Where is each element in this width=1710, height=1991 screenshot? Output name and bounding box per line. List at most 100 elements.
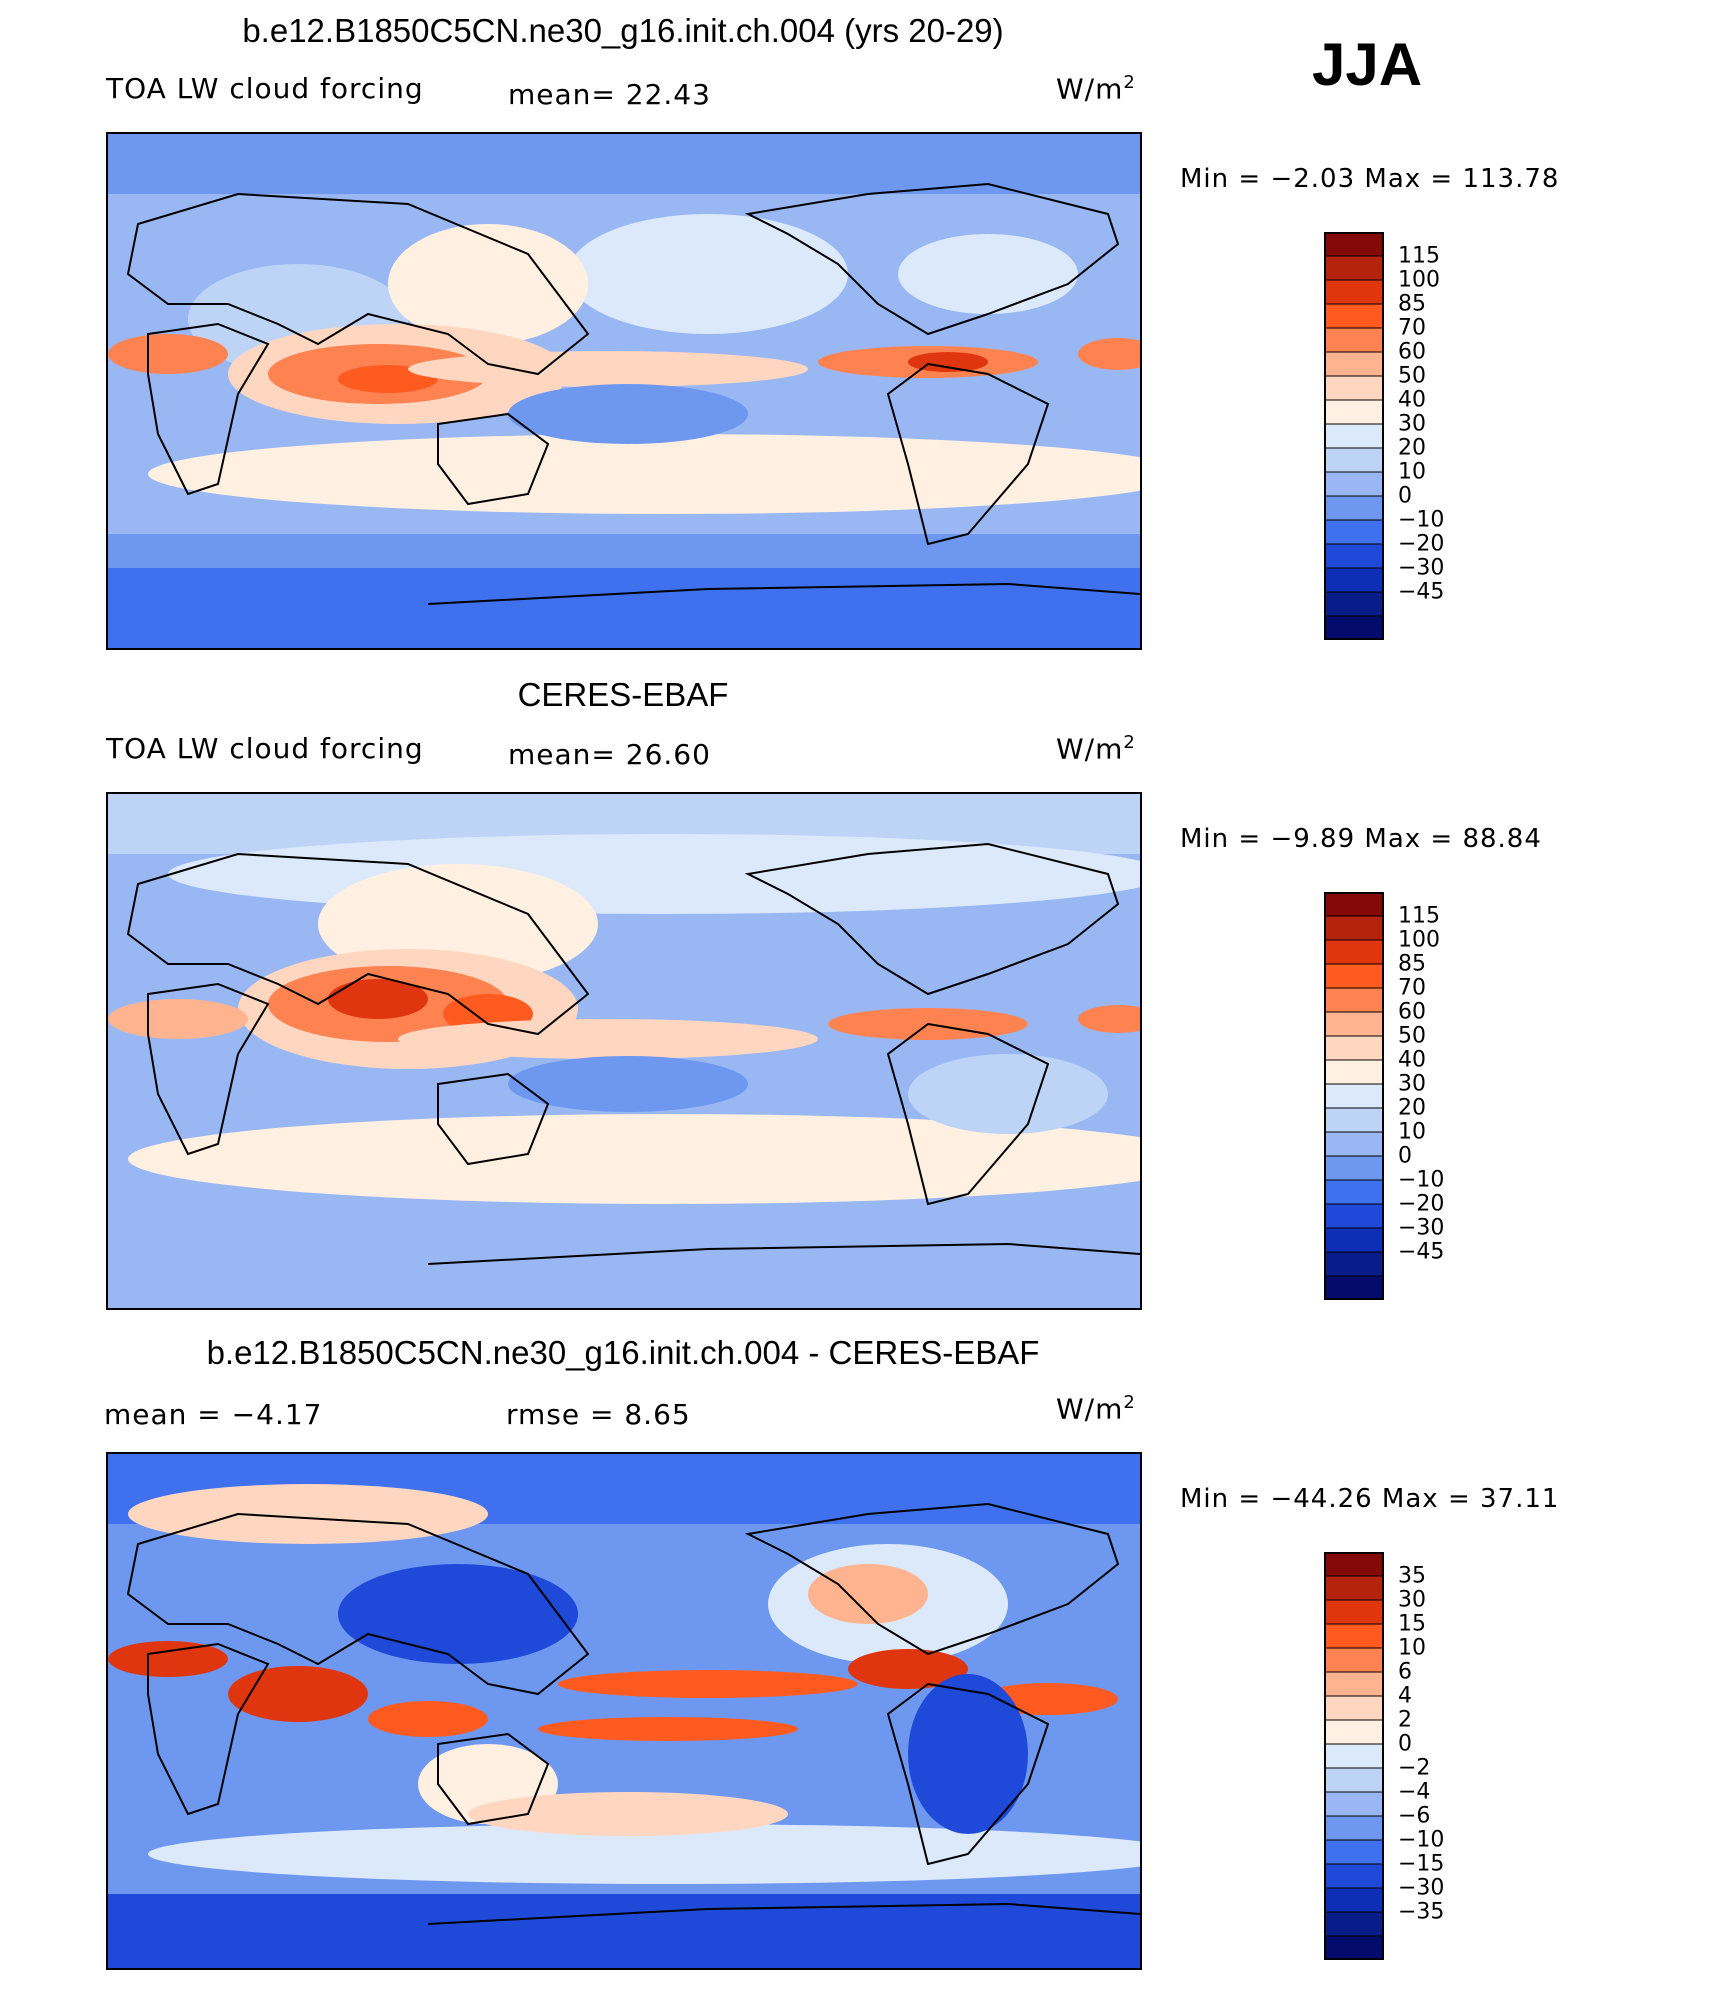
colorbar-swatch <box>1324 1600 1384 1625</box>
colorbar-tick-label: −30 <box>1398 1875 1445 1901</box>
panel-2-field <box>108 794 1140 1308</box>
colorbar-tick-label: 30 <box>1398 1071 1426 1097</box>
colorbar-tick-label: −20 <box>1398 531 1445 557</box>
colorbar-tick-label: 2 <box>1398 1707 1412 1733</box>
panel-1-variable: TOA LW cloud forcing <box>106 72 424 105</box>
colorbar-swatch <box>1324 304 1384 329</box>
colorbar-tick-label: 40 <box>1398 387 1426 413</box>
colorbar-swatch <box>1324 1132 1384 1157</box>
colorbar-tick-label: 85 <box>1398 291 1426 317</box>
colorbar-tick-label: 20 <box>1398 1095 1426 1121</box>
panel-2-mean: mean= 26.60 <box>508 738 711 771</box>
season-label: JJA <box>1312 31 1423 98</box>
colorbar-tick-label: 100 <box>1398 927 1440 953</box>
panel-2-colorbar <box>1324 892 1384 1300</box>
panel-1-mean: mean= 22.43 <box>508 78 711 111</box>
colorbar-tick-label: −15 <box>1398 1851 1445 1877</box>
colorbar-tick-label: −4 <box>1398 1779 1431 1805</box>
colorbar-tick-label: 60 <box>1398 339 1426 365</box>
colorbar-tick-label: 50 <box>1398 363 1426 389</box>
panel-3-mean: mean = −4.17 <box>104 1398 323 1431</box>
colorbar-border <box>1324 892 1384 1300</box>
colorbar-swatch <box>1324 1768 1384 1793</box>
colorbar-tick-label: 40 <box>1398 1047 1426 1073</box>
colorbar-swatch <box>1324 448 1384 473</box>
panel-1-field <box>108 134 1140 648</box>
colorbar-swatch <box>1324 892 1384 917</box>
colorbar-swatch <box>1324 1204 1384 1229</box>
colorbar-swatch <box>1324 1864 1384 1889</box>
colorbar-tick-label: 60 <box>1398 999 1426 1025</box>
colorbar-swatch <box>1324 988 1384 1013</box>
colorbar-swatch <box>1324 352 1384 377</box>
colorbar-tick-label: 115 <box>1398 903 1440 929</box>
colorbar-tick-label: 10 <box>1398 459 1426 485</box>
colorbar-swatch <box>1324 520 1384 545</box>
colorbar-tick-label: 6 <box>1398 1659 1412 1685</box>
colorbar-tick-label: 115 <box>1398 243 1440 269</box>
colorbar-border <box>1324 1552 1384 1960</box>
panel-2-map <box>106 792 1142 1310</box>
colorbar-tick-label: −30 <box>1398 555 1445 581</box>
colorbar-swatch <box>1324 1060 1384 1085</box>
colorbar-border <box>1324 232 1384 640</box>
panel-1-colorbar <box>1324 232 1384 640</box>
colorbar-tick-label: 85 <box>1398 951 1426 977</box>
panel-3-colorbar-labels: 35 30 15 10 6 4 2 0 −2 −4 −6 −10 −15 −30 −35 <box>1398 1552 1518 1960</box>
colorbar-tick-label: −35 <box>1398 1899 1445 1925</box>
colorbar-swatch <box>1324 1180 1384 1205</box>
colorbar-tick-label: −10 <box>1398 1827 1445 1853</box>
panel-3-colorbar <box>1324 1552 1384 1960</box>
colorbar-swatch <box>1324 1108 1384 1133</box>
panel-3-unit: W/m2 <box>1056 1392 1136 1426</box>
colorbar-swatch <box>1324 1228 1384 1253</box>
colorbar-tick-label: 30 <box>1398 1587 1426 1613</box>
colorbar-tick-label: 100 <box>1398 267 1440 293</box>
colorbar-swatch <box>1324 328 1384 353</box>
colorbar-swatch <box>1324 1792 1384 1817</box>
colorbar-swatch <box>1324 472 1384 497</box>
panel-1-title: b.e12.B1850C5CN.ne30_g16.init.ch.004 (yr… <box>242 12 1004 49</box>
colorbar-swatch <box>1324 1936 1384 1960</box>
colorbar-swatch <box>1324 1648 1384 1673</box>
colorbar-swatch <box>1324 964 1384 989</box>
panel-3-rmse: rmse = 8.65 <box>506 1398 691 1431</box>
panel-1-map <box>106 132 1142 650</box>
colorbar-tick-label: 30 <box>1398 411 1426 437</box>
panel-2-title: CERES-EBAF <box>517 676 729 713</box>
colorbar-tick-label: 4 <box>1398 1683 1412 1709</box>
colorbar-swatch <box>1324 916 1384 941</box>
panel-3-map <box>106 1452 1142 1970</box>
colorbar-swatch <box>1324 1888 1384 1913</box>
colorbar-swatch <box>1324 1912 1384 1937</box>
colorbar-swatch <box>1324 1576 1384 1601</box>
colorbar-swatch <box>1324 1276 1384 1300</box>
colorbar-tick-label: −10 <box>1398 1167 1445 1193</box>
colorbar-tick-label: 35 <box>1398 1563 1426 1589</box>
colorbar-tick-label: −10 <box>1398 507 1445 533</box>
colorbar-swatch <box>1324 1816 1384 1841</box>
colorbar-swatch <box>1324 1624 1384 1649</box>
colorbar-tick-label: 15 <box>1398 1611 1426 1637</box>
colorbar-tick-label: 10 <box>1398 1119 1426 1145</box>
colorbar-swatch <box>1324 1252 1384 1277</box>
panel-1-colorbar-labels: 115 100 85 70 60 50 40 30 20 10 0 −10 −20 −30 −45 <box>1398 232 1518 640</box>
colorbar-swatch <box>1324 400 1384 425</box>
colorbar-swatch <box>1324 616 1384 640</box>
colorbar-swatch <box>1324 424 1384 449</box>
colorbar-tick-label: −6 <box>1398 1803 1431 1829</box>
colorbar-swatch <box>1324 376 1384 401</box>
colorbar-tick-label: 0 <box>1398 1731 1412 1757</box>
colorbar-swatch <box>1324 232 1384 257</box>
colorbar-swatch <box>1324 940 1384 965</box>
colorbar-tick-label: 0 <box>1398 483 1412 509</box>
colorbar-tick-label: −45 <box>1398 579 1445 605</box>
panel-1-minmax: Min = −2.03 Max = 113.78 <box>1180 164 1560 194</box>
colorbar-tick-label: 20 <box>1398 435 1426 461</box>
panel-2-unit: W/m2 <box>1056 732 1136 766</box>
colorbar-swatch <box>1324 1840 1384 1865</box>
colorbar-tick-label: −20 <box>1398 1191 1445 1217</box>
colorbar-swatch <box>1324 1696 1384 1721</box>
colorbar-tick-label: −2 <box>1398 1755 1431 1781</box>
colorbar-tick-label: 70 <box>1398 975 1426 1001</box>
